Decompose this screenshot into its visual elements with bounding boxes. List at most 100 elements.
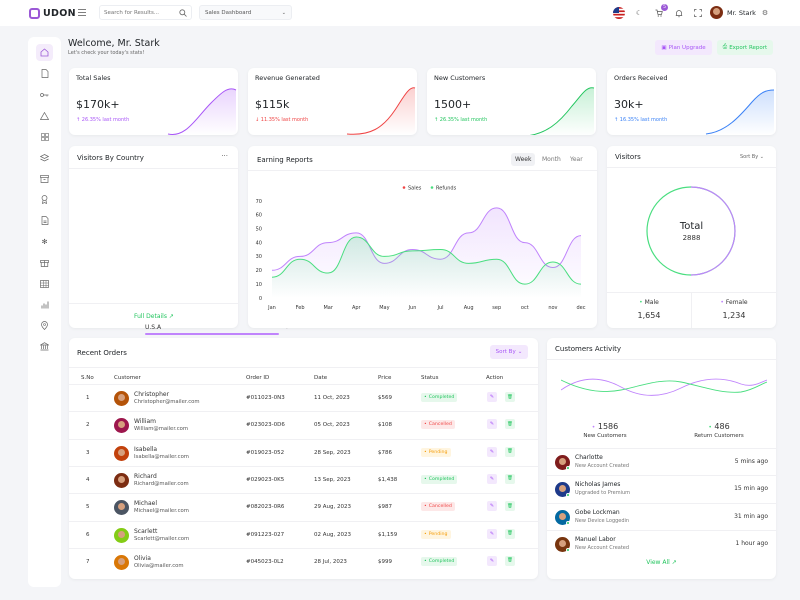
- edit-icon[interactable]: ✎: [487, 446, 497, 457]
- delete-icon[interactable]: 🗑︎: [505, 446, 515, 457]
- delete-icon[interactable]: 🗑︎: [505, 392, 515, 402]
- order-price: $108: [378, 422, 392, 429]
- male-label: • Male: [607, 299, 691, 306]
- delete-icon[interactable]: 🗑︎: [505, 555, 515, 566]
- flag-icon[interactable]: [612, 6, 626, 20]
- stat-card: Revenue Generated $115k ↓ 11.35% last mont…: [248, 68, 417, 135]
- cart-icon[interactable]: 5: [652, 4, 668, 20]
- column-header: Action: [486, 375, 504, 381]
- menu-icon[interactable]: [78, 9, 86, 16]
- table-row[interactable]: 6 Scarlett Scarlett@mailer.com #091223-027 0…: [69, 520, 538, 548]
- dot-icon: •: [424, 558, 427, 564]
- avatar[interactable]: [710, 6, 723, 19]
- table-row[interactable]: 1 Christopher Christopher@mailer.com #01102…: [69, 384, 538, 411]
- sort-by-button[interactable]: Sort By ⌄: [490, 345, 528, 359]
- edit-icon[interactable]: ✎: [487, 555, 497, 566]
- activity-item[interactable]: Charlotte New Account Created 5 mins ago: [547, 448, 776, 475]
- order-date: 28 Sep, 2023: [314, 449, 351, 456]
- tab-month[interactable]: Month: [542, 156, 561, 163]
- sidebar-gift-icon[interactable]: [36, 254, 53, 271]
- sidebar-warning-icon[interactable]: [36, 107, 53, 124]
- tab-year[interactable]: Year: [570, 156, 583, 163]
- sparkline: [526, 87, 595, 135]
- sidebar-award-icon[interactable]: [36, 191, 53, 208]
- stat-value: $115k: [255, 98, 290, 111]
- status-text: Pending: [428, 449, 448, 455]
- full-details-link[interactable]: Full Details ↗: [134, 313, 174, 320]
- sidebar-grid-icon[interactable]: [36, 128, 53, 145]
- sidebar-key-icon[interactable]: [36, 86, 53, 103]
- export-report-button[interactable]: ⎙ Export Report: [717, 40, 773, 55]
- activity-item[interactable]: Manuel Labor New Account Created 1 hour ag…: [547, 529, 776, 557]
- sidebar-chart-icon[interactable]: [36, 296, 53, 313]
- sort-label: Sort By: [495, 349, 516, 355]
- order-id: #029023-0K5: [246, 476, 285, 483]
- activity-time: 1 hour ago: [735, 539, 768, 547]
- bell-icon[interactable]: [672, 6, 686, 20]
- customer-name: Olivia: [134, 554, 151, 562]
- visitors-by-country-card: Visitors By Country ··· U.S.A559/896Germ…: [69, 146, 299, 443]
- dashboard-select[interactable]: Sales Dashboard ⌄: [199, 5, 292, 20]
- divider: [691, 292, 692, 328]
- view-all-label: View All: [646, 559, 670, 566]
- more-icon[interactable]: ···: [221, 152, 228, 160]
- online-status-dot: [566, 466, 570, 470]
- sidebar-file-icon[interactable]: [36, 65, 53, 82]
- view-all-link[interactable]: View All ↗: [547, 559, 776, 566]
- sort-by-dropdown[interactable]: Sort By ⌄: [740, 154, 764, 160]
- status-text: Cancelled: [428, 504, 452, 510]
- stat-card: Total Sales $170k+ ↑ 26.35% last month: [69, 68, 238, 135]
- sidebar-home-icon[interactable]: [36, 44, 53, 61]
- table-row[interactable]: 2 William William@mailer.com #023023-0D6 05 …: [69, 411, 538, 438]
- user-name[interactable]: Mr. Stark: [727, 9, 756, 17]
- gear-icon[interactable]: ⚙: [761, 9, 769, 17]
- sparkline: [346, 87, 416, 135]
- edit-icon[interactable]: ✎: [487, 419, 497, 430]
- fullscreen-icon[interactable]: [691, 6, 705, 20]
- sparkline-line: [167, 88, 237, 135]
- table-row[interactable]: 7 Olivia Olivia@mailer.com #045023-0L2 28 Ju…: [69, 547, 538, 575]
- row-number: 1: [86, 395, 90, 401]
- customer-email: Scarlett@mailer.com: [134, 535, 190, 542]
- sidebar-snowflake-icon[interactable]: ✻: [41, 237, 48, 246]
- delete-icon[interactable]: 🗑︎: [505, 528, 515, 539]
- activity-item[interactable]: Nicholas James Upgraded to Premium 15 min …: [547, 475, 776, 502]
- online-status-dot: [566, 547, 570, 552]
- sidebar-layers-icon[interactable]: [36, 149, 53, 166]
- sidebar-document-icon[interactable]: [36, 212, 53, 229]
- country-progress: [145, 333, 279, 335]
- order-date: 05 Oct, 2023: [314, 422, 350, 429]
- activity-item[interactable]: Gobe Lockman New Device Loggedin 31 min ag…: [547, 502, 776, 530]
- table-row[interactable]: 5 Michael Michael@mailer.com #082023-0R6 29 …: [69, 493, 538, 520]
- dashboard-select-value: Sales Dashboard: [205, 10, 252, 16]
- x-tick-label: Feb: [296, 305, 305, 311]
- export-report-label: Export Report: [729, 44, 768, 51]
- sidebar-archive-icon[interactable]: [36, 170, 53, 187]
- x-tick-label: Apr: [352, 305, 362, 311]
- search-icon[interactable]: [179, 9, 187, 17]
- delete-icon[interactable]: 🗑︎: [505, 473, 515, 484]
- activity-time: 5 mins ago: [734, 458, 768, 465]
- plan-upgrade-button[interactable]: ▣ Plan Upgrade: [655, 40, 712, 55]
- edit-icon[interactable]: ✎: [487, 501, 497, 512]
- sidebar-bank-icon[interactable]: [36, 338, 53, 355]
- table-row[interactable]: 4 Richard Richard@mailer.com #029023-0K5 13 …: [69, 465, 538, 493]
- edit-icon[interactable]: ✎: [487, 473, 497, 484]
- x-tick-label: oct: [521, 305, 529, 311]
- logo[interactable]: UDON: [29, 6, 76, 20]
- sidebar-map-pin-icon[interactable]: [36, 317, 53, 334]
- divider: [547, 359, 776, 360]
- sidebar-table-icon[interactable]: [36, 275, 53, 292]
- delete-icon[interactable]: 🗑︎: [505, 501, 515, 512]
- activity-desc: Upgraded to Premium: [575, 490, 630, 497]
- tab-week[interactable]: Week: [511, 153, 536, 166]
- moon-icon[interactable]: ☾: [635, 9, 643, 17]
- table-row[interactable]: 3 Isabella Isabella@mailer.com #019023-052 2…: [69, 438, 538, 466]
- sparkline-line: [705, 89, 775, 135]
- search-input[interactable]: [100, 6, 175, 19]
- edit-icon[interactable]: ✎: [487, 528, 497, 539]
- chevron-down-icon: ⌄: [759, 154, 764, 160]
- delete-icon[interactable]: 🗑︎: [505, 419, 515, 430]
- edit-icon[interactable]: ✎: [487, 392, 497, 402]
- female-label: • Female: [692, 299, 776, 306]
